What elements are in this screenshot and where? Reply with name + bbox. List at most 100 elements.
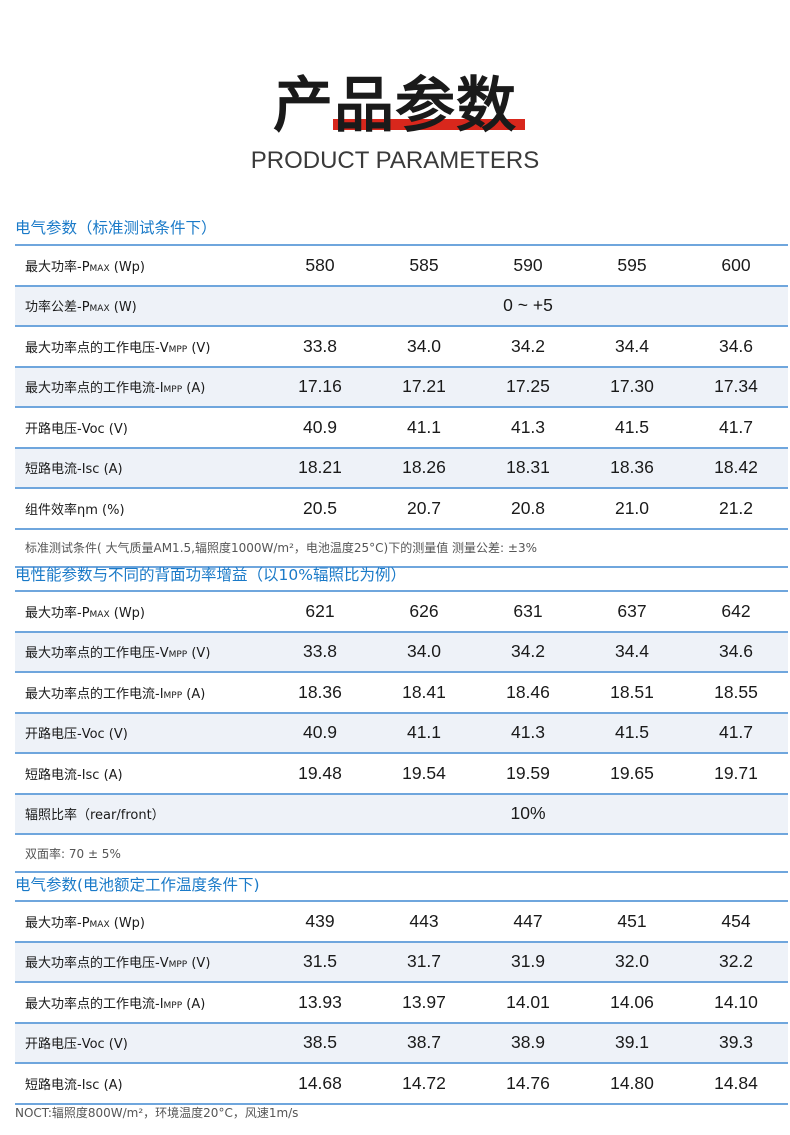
table-note-row: 标准测试条件( 大气质量AM1.5,辐照度1000W/m²，电池温度25°C)下… <box>15 528 788 568</box>
row-value: 18.36 <box>580 447 684 488</box>
row-value: 19.71 <box>714 762 758 783</box>
row-value: 41.1 <box>372 712 476 753</box>
row-value: 38.5 <box>268 1022 372 1063</box>
row-label: 最大功率点的工作电压-VMPP (V) <box>15 941 268 982</box>
row-value: 447 <box>513 910 543 931</box>
table-row: 辐照比率（rear/front） 10% <box>15 793 788 834</box>
params-table-noct: 最大功率-PMAX (Wp) 439 443 447 451 454 最大功率点的工作电压-… <box>15 900 788 1105</box>
row-value: 595 <box>617 254 647 275</box>
table-row: 最大功率-PMAX (Wp) 621 626 631 637 642 <box>15 591 788 632</box>
table-row: 最大功率点的工作电压-VMPP (V) 33.8 34.0 34.2 34.4 34.6 <box>15 631 788 672</box>
page-title: 产品参数 <box>273 71 517 141</box>
row-value: 34.6 <box>718 335 754 356</box>
table-row: 最大功率-PMAX (Wp) 580 585 590 595 600 <box>15 245 788 286</box>
row-value: 31.9 <box>476 941 580 982</box>
table-row: 最大功率点的工作电流-IMPP (A) 13.93 13.97 14.01 14.06 1… <box>15 982 788 1023</box>
row-value: 17.16 <box>268 366 372 407</box>
row-label: 短路电流-Isc (A) <box>25 767 123 783</box>
row-value: 454 <box>721 910 751 931</box>
row-label: 最大功率-PMAX (Wp) <box>25 915 146 931</box>
table-row: 最大功率点的工作电流-IMPP (A) 17.16 17.21 17.25 17.30 1… <box>15 366 788 407</box>
row-value: 451 <box>617 910 647 931</box>
row-value-span: 0 ~ +5 <box>268 285 788 326</box>
row-value: 20.5 <box>302 497 338 518</box>
page-header: 产品参数 PRODUCT PARAMETERS <box>0 0 790 200</box>
row-value: 40.9 <box>302 416 338 437</box>
params-table-stc: 最大功率-PMAX (Wp) 580 585 590 595 600 功率公差-PMAX (… <box>15 244 788 568</box>
row-value: 13.93 <box>298 991 342 1012</box>
row-label: 功率公差-PMAX (W) <box>15 285 268 326</box>
row-value: 41.3 <box>476 712 580 753</box>
section-heading-bifacial: 电性能参数与不同的背面功率增益（以10%辐照比为例） <box>15 566 406 584</box>
row-value: 32.2 <box>684 941 788 982</box>
row-label: 组件效率ηm (%) <box>25 502 125 518</box>
row-value: 14.84 <box>684 1063 788 1105</box>
row-value: 19.48 <box>298 762 342 783</box>
row-value: 14.06 <box>610 991 654 1012</box>
row-value: 18.36 <box>298 681 342 702</box>
row-label: 开路电压-Voc (V) <box>15 1022 268 1063</box>
row-label: 最大功率-PMAX (Wp) <box>25 259 146 275</box>
row-value: 18.26 <box>372 447 476 488</box>
row-value: 631 <box>513 600 543 621</box>
row-value: 13.97 <box>402 991 446 1012</box>
row-label: 最大功率点的工作电流-IMPP (A) <box>15 366 268 407</box>
row-label: 短路电流-Isc (A) <box>15 1063 268 1105</box>
table-row: 最大功率点的工作电压-VMPP (V) 31.5 31.7 31.9 32.0 32.2 <box>15 941 788 982</box>
row-value: 21.0 <box>614 497 650 518</box>
row-value: 580 <box>305 254 335 275</box>
row-value: 41.1 <box>406 416 442 437</box>
row-value: 41.3 <box>510 416 546 437</box>
row-value: 31.7 <box>372 941 476 982</box>
table-note: 标准测试条件( 大气质量AM1.5,辐照度1000W/m²，电池温度25°C)下… <box>15 528 788 568</box>
row-value: 626 <box>409 600 439 621</box>
row-label: 短路电流-Isc (A) <box>15 447 268 488</box>
table-row: 组件效率ηm (%) 20.5 20.7 20.8 21.0 21.2 <box>15 488 788 529</box>
row-value: 17.30 <box>580 366 684 407</box>
table-row: 短路电流-Isc (A) 14.68 14.72 14.76 14.80 14.84 <box>15 1063 788 1105</box>
row-value: 32.0 <box>580 941 684 982</box>
row-value: 38.7 <box>372 1022 476 1063</box>
row-label: 最大功率-PMAX (Wp) <box>25 605 146 621</box>
row-value: 19.54 <box>402 762 446 783</box>
row-value: 34.4 <box>580 631 684 672</box>
row-label: 最大功率点的工作电流-IMPP (A) <box>25 996 206 1012</box>
row-label: 开路电压-Voc (V) <box>15 712 268 753</box>
row-value: 621 <box>305 600 335 621</box>
row-value: 39.1 <box>580 1022 684 1063</box>
table-row: 短路电流-Isc (A) 19.48 19.54 19.59 19.65 19.71 <box>15 753 788 794</box>
row-value: 14.01 <box>506 991 550 1012</box>
row-value: 41.5 <box>580 712 684 753</box>
table-row: 开路电压-Voc (V) 40.9 41.1 41.3 41.5 41.7 <box>15 712 788 753</box>
row-value: 39.3 <box>684 1022 788 1063</box>
row-value: 17.34 <box>684 366 788 407</box>
row-value: 40.9 <box>268 712 372 753</box>
row-value: 642 <box>721 600 751 621</box>
table-row: 开路电压-Voc (V) 40.9 41.1 41.3 41.5 41.7 <box>15 407 788 448</box>
table-row: 最大功率点的工作电流-IMPP (A) 18.36 18.41 18.46 18.51 1… <box>15 672 788 713</box>
row-value: 34.0 <box>406 335 442 356</box>
row-value: 18.46 <box>506 681 550 702</box>
row-value: 34.4 <box>614 335 650 356</box>
row-value: 41.7 <box>718 416 754 437</box>
row-value: 14.76 <box>476 1063 580 1105</box>
table-row: 最大功率-PMAX (Wp) 439 443 447 451 454 <box>15 901 788 942</box>
table-row: 短路电流-Isc (A) 18.21 18.26 18.31 18.36 18.42 <box>15 447 788 488</box>
row-value: 18.21 <box>268 447 372 488</box>
row-value: 17.21 <box>372 366 476 407</box>
row-value: 18.51 <box>610 681 654 702</box>
row-value: 18.42 <box>684 447 788 488</box>
table-row: 功率公差-PMAX (W) 0 ~ +5 <box>15 285 788 326</box>
row-value: 14.72 <box>372 1063 476 1105</box>
noct-note: NOCT:辐照度800W/m²，环境温度20°C，风速1m/s <box>15 1106 299 1120</box>
row-value: 34.2 <box>510 335 546 356</box>
row-value: 585 <box>409 254 439 275</box>
row-value: 33.8 <box>302 335 338 356</box>
row-value: 14.68 <box>268 1063 372 1105</box>
row-label: 最大功率点的工作电压-VMPP (V) <box>15 631 268 672</box>
row-value: 18.41 <box>402 681 446 702</box>
row-value: 600 <box>721 254 751 275</box>
params-table-bifacial: 最大功率-PMAX (Wp) 621 626 631 637 642 最大功率点的工作电压-… <box>15 590 788 873</box>
row-value: 31.5 <box>268 941 372 982</box>
row-value: 20.7 <box>406 497 442 518</box>
